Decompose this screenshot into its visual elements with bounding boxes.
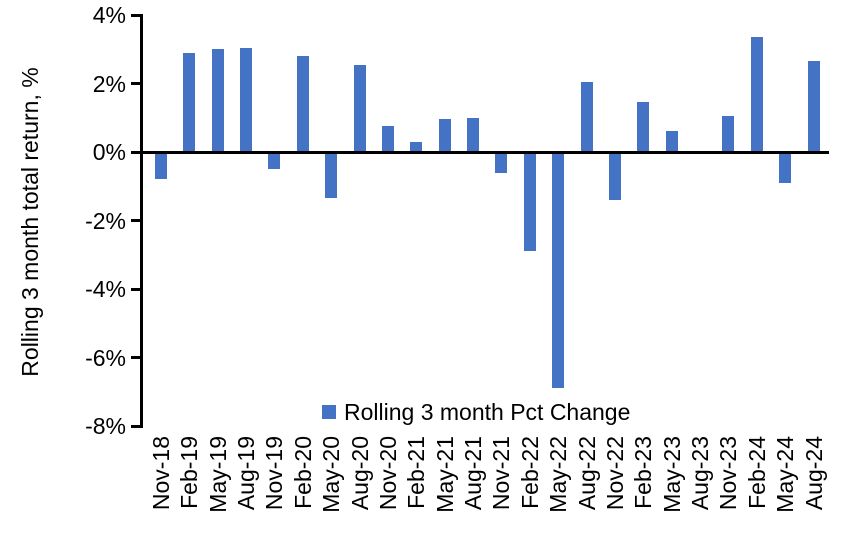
bar bbox=[722, 116, 735, 152]
bar bbox=[750, 37, 763, 152]
x-tick-label: May-23 bbox=[658, 436, 685, 513]
y-tick-mark bbox=[131, 13, 143, 17]
x-tick-label: Aug-22 bbox=[573, 436, 600, 511]
y-tick-mark bbox=[131, 150, 143, 154]
x-tick-label: Feb-20 bbox=[289, 436, 316, 509]
y-tick-label: 0% bbox=[92, 139, 126, 165]
bar bbox=[211, 49, 224, 152]
bar bbox=[779, 152, 792, 183]
x-tick-label: Feb-21 bbox=[403, 436, 430, 509]
bar bbox=[381, 126, 394, 152]
y-tick-mark bbox=[131, 219, 143, 222]
y-tick-mark bbox=[131, 82, 143, 85]
x-tick-label: Aug-20 bbox=[346, 436, 373, 511]
x-tick-label: May-20 bbox=[318, 436, 345, 513]
x-tick-label: May-22 bbox=[545, 436, 572, 513]
bar bbox=[467, 117, 480, 152]
bar bbox=[410, 141, 423, 152]
legend-label: Rolling 3 month Pct Change bbox=[344, 398, 631, 425]
x-tick-label: Nov-19 bbox=[261, 436, 288, 511]
legend-marker-icon bbox=[322, 405, 336, 419]
y-tick-label: 4% bbox=[92, 2, 126, 28]
x-tick-label: Nov-23 bbox=[715, 436, 742, 511]
bar bbox=[353, 64, 366, 152]
x-tick-label: Feb-22 bbox=[516, 436, 543, 509]
x-tick-label: Aug-19 bbox=[233, 436, 260, 511]
x-tick-label: May-19 bbox=[204, 436, 231, 513]
y-tick-mark bbox=[131, 424, 143, 428]
bar bbox=[240, 47, 253, 152]
x-tick-label: May-24 bbox=[772, 436, 799, 513]
bar bbox=[807, 61, 820, 152]
x-tick-label: Aug-21 bbox=[460, 436, 487, 511]
bar bbox=[552, 152, 565, 389]
bar bbox=[637, 102, 650, 152]
y-tick-label: -2% bbox=[85, 207, 126, 234]
y-tick-label: -4% bbox=[85, 276, 126, 302]
bar bbox=[438, 119, 451, 152]
x-tick-label: Nov-20 bbox=[374, 436, 401, 511]
y-axis-title: Rolling 3 month total return, % bbox=[17, 67, 43, 377]
bar bbox=[325, 152, 338, 199]
x-tick-label: Nov-22 bbox=[601, 436, 628, 511]
x-tick-label: Feb-23 bbox=[630, 436, 657, 509]
x-tick-label: Nov-18 bbox=[148, 436, 174, 511]
legend: Rolling 3 month Pct Change bbox=[322, 398, 630, 426]
x-tick-label: Aug-23 bbox=[687, 436, 714, 511]
y-tick-mark bbox=[131, 356, 143, 359]
y-tick-label: 2% bbox=[92, 70, 126, 97]
bar bbox=[608, 152, 621, 200]
bar bbox=[296, 56, 309, 152]
x-tick-label: Nov-21 bbox=[488, 436, 515, 511]
y-tick-label: -8% bbox=[85, 413, 126, 439]
x-tick-label: Feb-19 bbox=[176, 436, 203, 509]
bar bbox=[580, 81, 593, 152]
bar bbox=[155, 152, 167, 180]
bar bbox=[268, 152, 281, 170]
bar bbox=[665, 131, 678, 152]
y-tick-label: -6% bbox=[85, 344, 126, 371]
bar bbox=[495, 152, 508, 173]
y-tick-mark bbox=[131, 287, 143, 291]
x-axis-line bbox=[140, 150, 829, 154]
x-tick-label: Aug-24 bbox=[800, 436, 827, 511]
bar bbox=[523, 152, 536, 252]
x-tick-label: May-21 bbox=[431, 436, 458, 513]
x-tick-label: Feb-24 bbox=[743, 436, 770, 509]
bar bbox=[183, 52, 196, 152]
